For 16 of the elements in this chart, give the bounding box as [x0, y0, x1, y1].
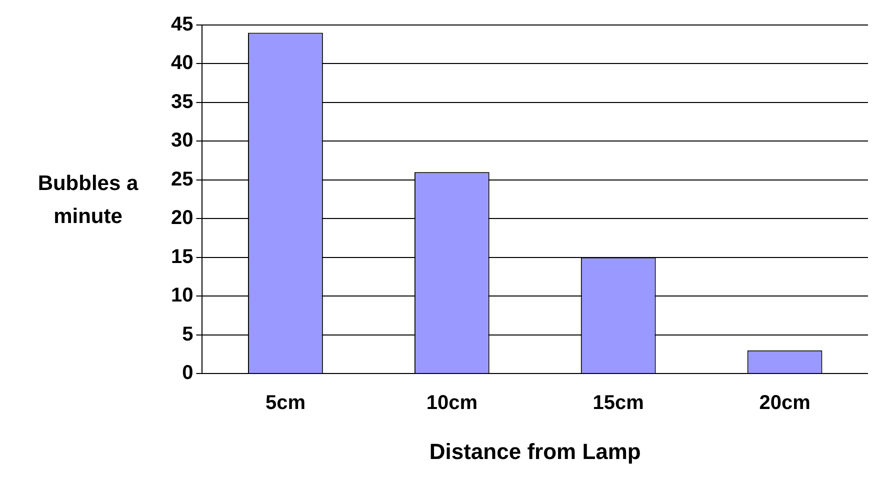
y-tick-label: 35	[170, 90, 194, 112]
x-tick-label: 5cm	[265, 392, 306, 414]
y-tick-label: 5	[182, 322, 194, 345]
y-tick-label: 0	[182, 362, 194, 384]
y-tick-label: 15	[170, 245, 194, 268]
x-tick-label: 15cm	[592, 392, 644, 414]
y-tick-label: 25	[170, 168, 194, 190]
y-tick-label: 20	[170, 206, 194, 229]
x-axis-title: Distance from Lamp	[429, 438, 641, 464]
y-tick-label: 40	[170, 52, 194, 74]
y-tick-label: 10	[170, 284, 194, 306]
y-tick-label: 45	[170, 13, 194, 36]
y-tick-label: 30	[170, 129, 194, 152]
y-axis-title: Bubbles a minute	[36, 170, 140, 230]
x-tick-label: 20cm	[759, 392, 810, 414]
x-tick-label: 10cm	[426, 392, 478, 414]
